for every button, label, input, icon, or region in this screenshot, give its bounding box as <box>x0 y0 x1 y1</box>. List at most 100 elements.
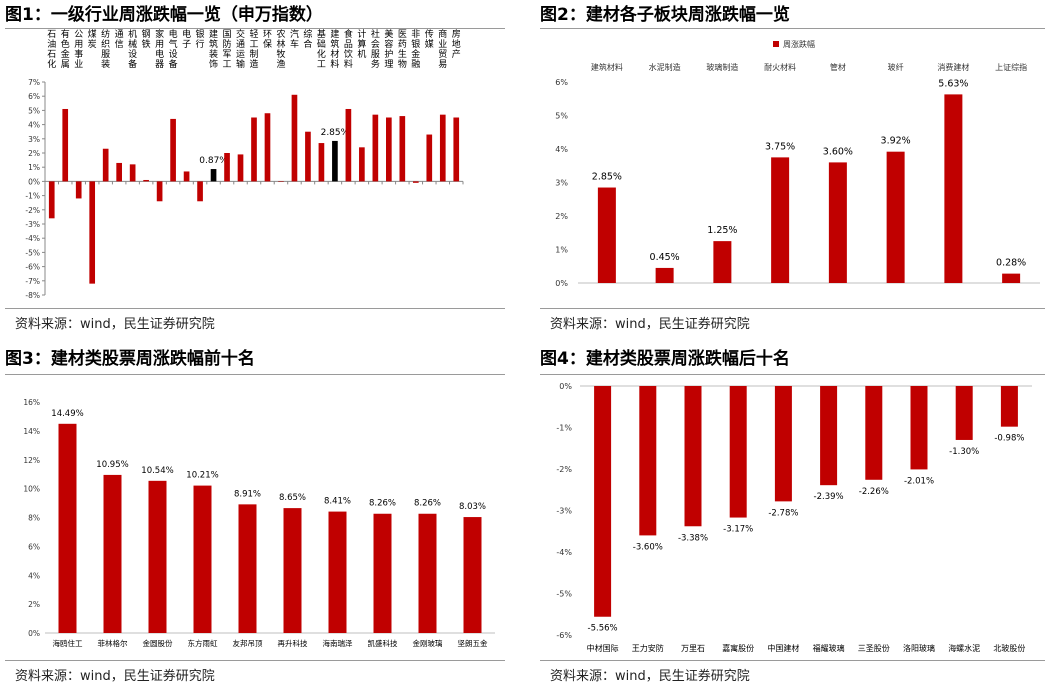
x-category-label: 再升科技 <box>278 638 308 648</box>
data-label: 5.63% <box>938 78 968 89</box>
x-category-char: 生 <box>398 48 407 60</box>
x-category-char: 社 <box>371 28 380 40</box>
data-label: -2.78% <box>768 508 798 518</box>
x-category-char: 通 <box>115 29 124 40</box>
bar <box>820 386 838 486</box>
x-category-char: 轻 <box>249 28 258 40</box>
data-label: 1.25% <box>707 225 737 236</box>
figure-1-bottom-rule <box>5 308 505 309</box>
bar <box>426 134 433 182</box>
y-tick-label: 5% <box>555 112 568 121</box>
data-label: 3.75% <box>765 141 795 152</box>
x-category-char: 军 <box>223 49 232 60</box>
x-category-char: 料 <box>330 58 339 70</box>
bar <box>148 480 167 633</box>
x-category-char: 建 <box>330 28 339 40</box>
x-category-char: 备 <box>169 58 178 70</box>
data-label: 2.85% <box>592 172 622 183</box>
bar <box>305 131 311 182</box>
x-category-char: 纺 <box>101 28 110 40</box>
bar <box>62 108 69 182</box>
bar <box>399 116 406 182</box>
x-category-char: 制 <box>249 48 258 60</box>
figure-1-source: 资料来源：wind，民生证券研究院 <box>15 317 215 332</box>
figure-1-panel: 图1：一级行业周涨跌幅一览（申万指数） 7% 6% 5% 4% 3% 2% 1% 0% -1% -… <box>5 0 505 340</box>
y-tick-label: 4% <box>555 145 568 154</box>
bar <box>386 117 392 182</box>
x-category-char: 公 <box>74 29 83 40</box>
x-category-label: 玻璃制造 <box>706 62 738 72</box>
x-category-char: 业 <box>74 59 83 70</box>
x-category-char: 牧 <box>276 48 285 60</box>
x-category-char: 设 <box>169 49 178 60</box>
figure-2-title: 图2：建材各子板块周涨跌幅一览 <box>540 5 790 25</box>
x-category-char: 美 <box>384 28 393 40</box>
x-category-char: 防 <box>223 38 232 50</box>
y-tick-label: 10% <box>23 485 40 494</box>
x-category-char: 装 <box>101 58 110 70</box>
bar <box>439 114 446 182</box>
x-category-char: 融 <box>411 59 420 70</box>
data-label: -3.17% <box>723 525 753 535</box>
x-category-char: 药 <box>398 39 407 50</box>
data-label: 0.87% <box>199 156 228 166</box>
x-category-label: 中材国际 <box>587 643 619 653</box>
x-category-label: 嘉寓股份 <box>722 643 754 653</box>
y-tick-label: -5% <box>556 590 572 599</box>
data-label: 10.54% <box>141 466 173 476</box>
figure-3-chart: 16% 14% 12% 10% 8% 6% 4% 2% 0% 14.49% 海鸥住工 10.95% 菲林… <box>23 398 495 648</box>
x-category-char: 础 <box>317 38 326 50</box>
figure-1-top-rule <box>5 28 505 29</box>
y-tick-label: 4% <box>28 571 40 580</box>
bar <box>58 423 77 633</box>
figure-1-chart: 7% 6% 5% 4% 3% 2% 1% 0% -1% -2% -3% -4% -5% -6% -7% -8%… <box>25 28 464 300</box>
bar <box>156 181 163 202</box>
x-category-char: 贸 <box>438 48 447 60</box>
bar <box>264 113 271 182</box>
data-label: 8.65% <box>279 493 306 503</box>
figure-4-top-rule <box>540 374 1045 375</box>
y-tick-label: -6% <box>556 631 572 640</box>
figure-2-chart: 周涨跌幅 6% 5% 4% 3% 2% 1% 0% 建筑材料 2.85% 水泥制造 0.45% 玻璃制造… <box>555 39 1040 288</box>
y-tick-label: 6% <box>555 78 568 87</box>
x-category-char: 饮 <box>344 48 353 60</box>
bar <box>237 154 244 182</box>
x-category-char: 工 <box>317 60 326 70</box>
y-tick-label: 14% <box>23 427 40 436</box>
x-category-char: 工 <box>249 40 258 50</box>
x-category-label: 建筑材料 <box>591 62 623 72</box>
figure-3-title: 图3：建材类股票周涨跌幅前十名 <box>5 349 255 369</box>
bar <box>183 171 190 182</box>
x-category-label: 洛阳玻璃 <box>903 643 935 653</box>
x-category-char: 商 <box>438 28 447 40</box>
x-category-char: 算 <box>357 38 366 50</box>
bar <box>103 474 122 633</box>
bar <box>224 153 230 182</box>
bar <box>251 117 257 182</box>
x-category-char: 汽 <box>290 28 299 40</box>
bar <box>75 181 82 199</box>
x-category-label: 王力安防 <box>632 643 664 653</box>
bar <box>116 162 122 182</box>
bar <box>197 181 203 202</box>
y-tick-label: 3% <box>28 135 40 144</box>
x-category-char: 装 <box>209 48 218 60</box>
x-category-char: 行 <box>196 38 205 50</box>
x-category-char: 输 <box>236 58 245 70</box>
x-category-char: 机 <box>128 28 137 40</box>
legend-label: 周涨跌幅 <box>783 39 815 49</box>
x-category-char: 合 <box>303 38 312 50</box>
x-category-label: 中国建材 <box>767 643 799 653</box>
x-category-char: 银 <box>196 28 205 40</box>
y-tick-label: 2% <box>555 212 568 221</box>
y-tick-label: -5% <box>25 248 40 257</box>
bar <box>291 94 298 182</box>
figure-4-panel: 图4：建材类股票周涨跌幅后十名 0% -1% -2% -3% -4% -5% -6% -5.5… <box>540 344 1045 688</box>
x-category-char: 医 <box>398 29 407 40</box>
data-label: -2.01% <box>904 476 934 486</box>
y-tick-label: 1% <box>28 163 40 172</box>
x-category-char: 会 <box>371 38 380 50</box>
x-category-char: 器 <box>155 59 164 70</box>
x-category-char: 用 <box>74 39 83 50</box>
x-category-label: 福耀玻璃 <box>813 643 845 653</box>
